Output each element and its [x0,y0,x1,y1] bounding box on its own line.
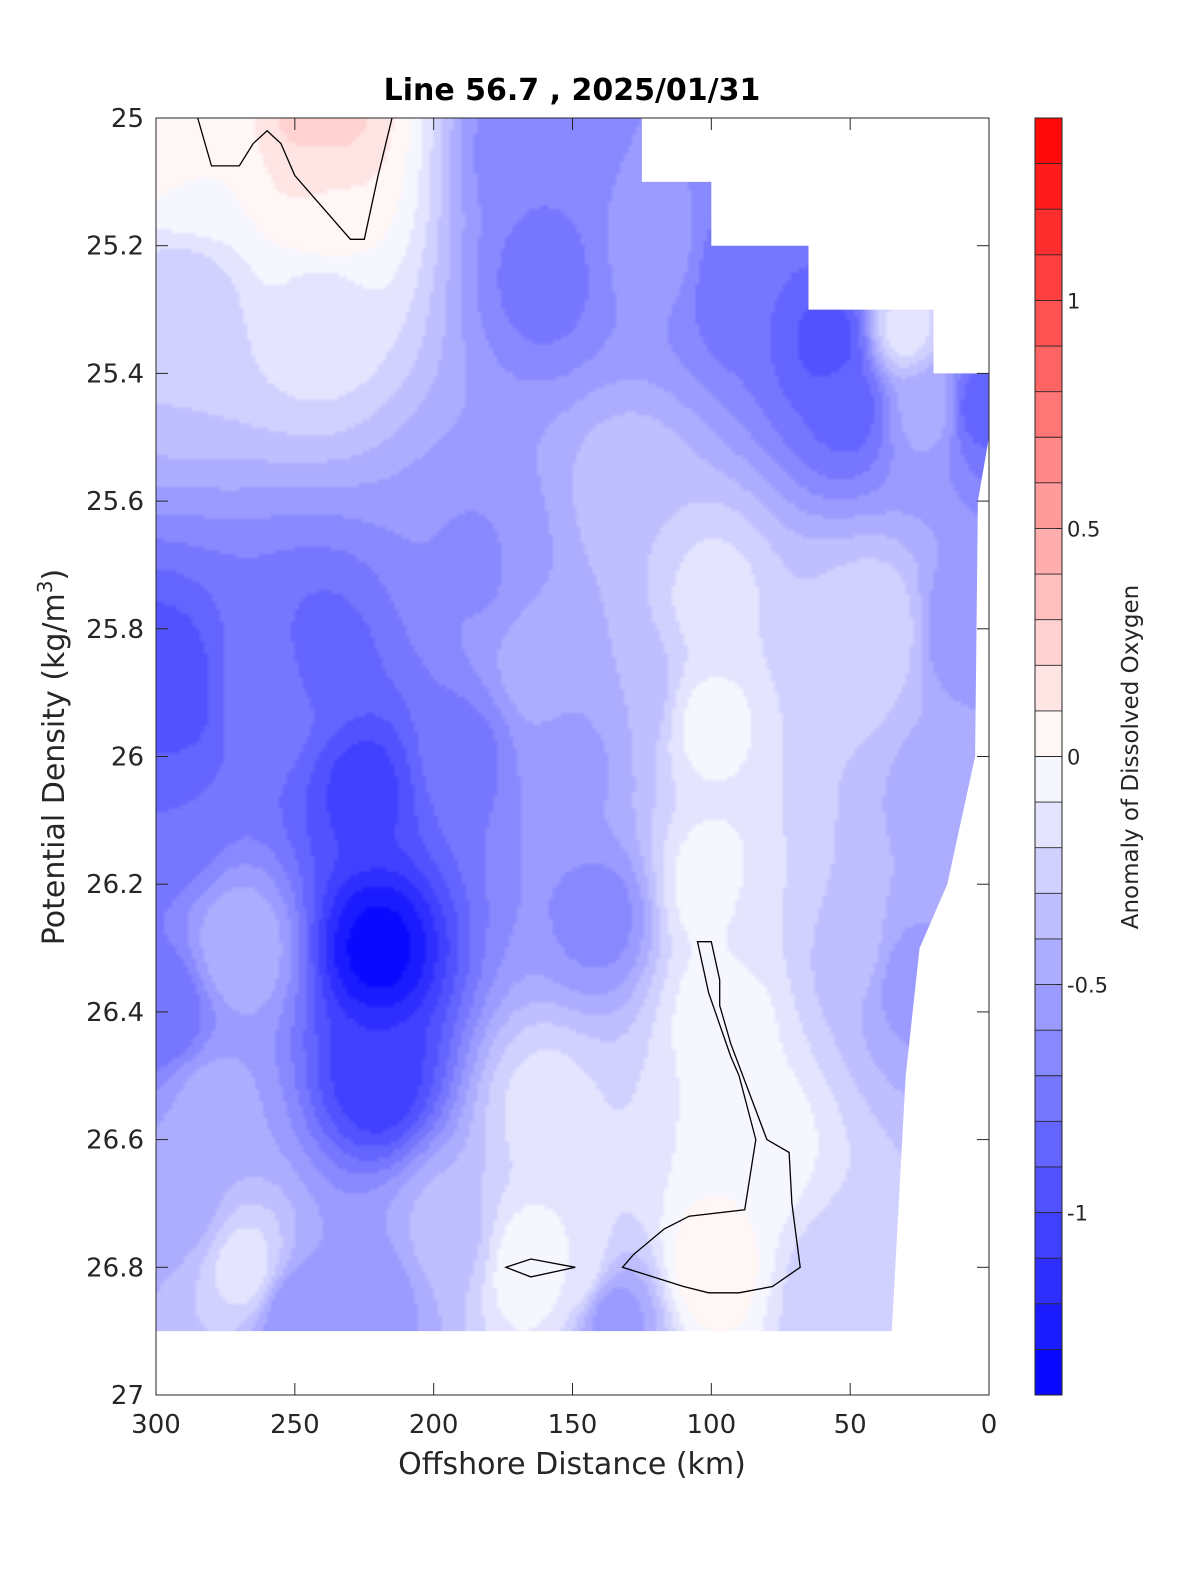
colorbar-segment [1035,437,1062,483]
colorbar-segment [1035,665,1062,711]
colorbar-segment [1035,938,1062,985]
colorbar-segment [1035,756,1062,803]
y-tick-label: 26.6 [86,1126,144,1156]
colorbar-tick-label: 0 [1067,746,1080,770]
colorbar-segment [1035,209,1062,255]
colorbar-segment [1035,1303,1062,1350]
colorbar-segment [1035,300,1062,347]
colorbar-segment [1035,893,1062,939]
y-tick-label: 25.8 [86,615,144,645]
contour-fill [156,118,989,1332]
colorbar-segment [1035,984,1062,1031]
y-tick-label: 25.4 [86,359,144,389]
colorbar-segment [1035,1349,1062,1395]
colorbar-segment [1035,1121,1062,1167]
y-tick-label: 26 [111,743,144,773]
zero-contour-lines [197,118,801,1294]
chart-title: Line 56.7 , 2025/01/31 [384,73,761,108]
colorbar-segment [1035,1212,1062,1259]
zero-contour-1 [197,118,393,240]
x-tick-label: 50 [834,1410,867,1440]
x-tick-label: 0 [981,1410,998,1440]
colorbar-segment [1035,482,1062,529]
colorbar-segment [1035,1258,1062,1304]
heatmap-layer [156,118,989,1332]
x-tick-label: 250 [270,1410,320,1440]
colorbar-segment [1035,346,1062,392]
colorbar-segment [1035,528,1062,575]
y-axis: 25 25.2 25.4 25.6 25.8 26 26.2 26.4 26.6 26.8 27 [86,104,989,1411]
y-tick-label: 27 [111,1381,144,1411]
y-tick-label: 25 [111,104,144,134]
y-axis-label-end: ) [37,569,72,581]
y-tick-label: 25.2 [86,232,144,262]
y-tick-label: 26.8 [86,1253,144,1283]
colorbar-tick-label: 0.5 [1067,517,1100,541]
x-tick-label: 100 [687,1410,737,1440]
y-tick-label: 25.6 [86,487,144,517]
x-tick-label: 150 [548,1410,598,1440]
colorbar-segment [1035,1030,1062,1076]
x-axis: 300 250 200 150 100 50 0 [131,118,997,1440]
colorbar: -1 -0.5 0 0.5 1 [1034,117,1108,1396]
y-tick-label: 26.2 [86,870,144,900]
y-axis-label-main: Potential Density (kg/m [37,593,72,945]
colorbar-segment [1035,1075,1062,1122]
colorbar-tick-label: -0.5 [1067,974,1108,998]
colorbar-segment [1035,391,1062,438]
colorbar-tick-label: -1 [1067,1202,1088,1226]
x-tick-label: 300 [131,1410,181,1440]
y-tick-label: 26.4 [86,998,144,1028]
colorbar-segment [1035,574,1062,620]
zero-contour-2 [621,941,801,1294]
y-axis-label-superscript: 3 [33,580,57,593]
colorbar-segment [1035,619,1062,666]
colorbar-tick-label: 1 [1067,289,1080,313]
colorbar-segment [1035,710,1062,757]
colorbar-segment [1035,802,1062,848]
x-tick-label: 200 [409,1410,459,1440]
colorbar-segment [1035,163,1062,210]
zero-contour-3 [503,1258,576,1278]
colorbar-label: Anomaly of Dissolved Oxygen [1118,585,1144,930]
x-axis-label: Offshore Distance (km) [398,1447,746,1482]
y-axis-label: Potential Density (kg/m3) [33,569,72,945]
colorbar-segment [1035,254,1062,301]
colorbar-segment [1035,1166,1062,1213]
colorbar-segment [1035,118,1062,164]
colorbar-segment [1035,847,1062,894]
